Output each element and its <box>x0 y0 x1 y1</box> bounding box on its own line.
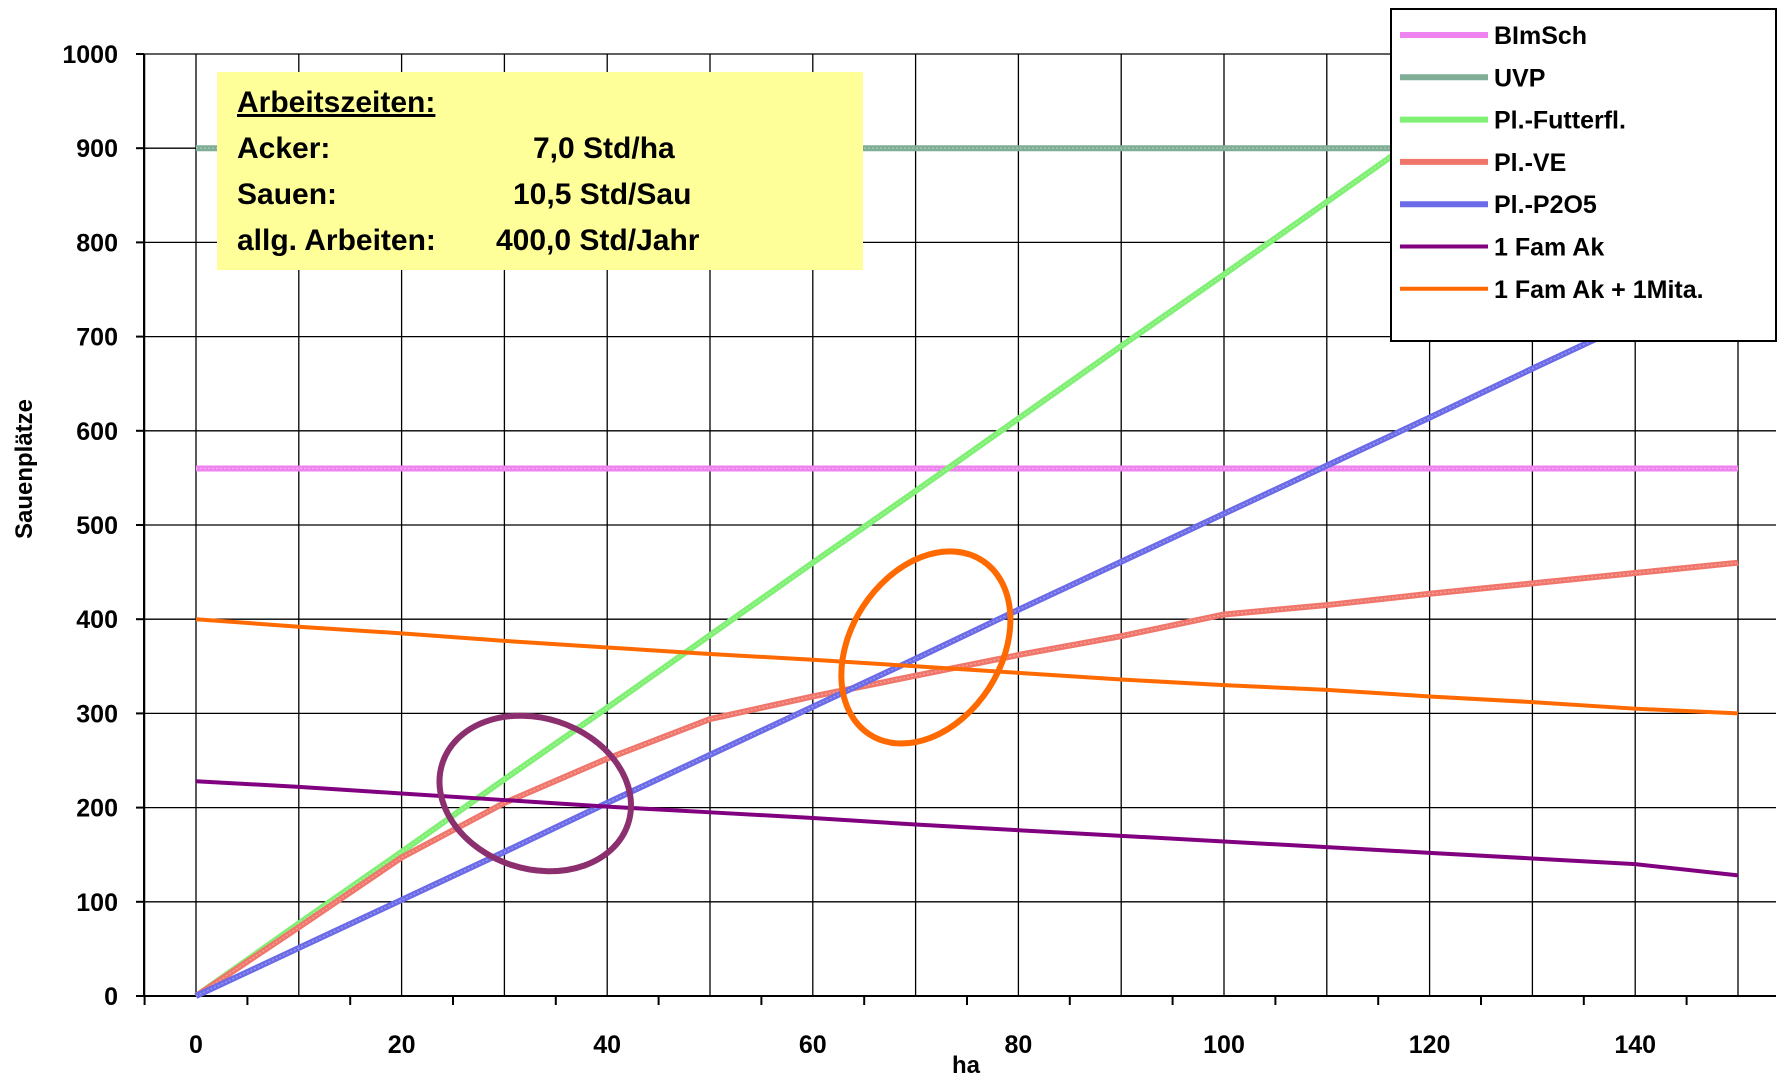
series-pl-p2o5 <box>194 269 1740 999</box>
series-1-fam-ak <box>195 779 1739 878</box>
highlight-ellipse <box>838 548 1014 747</box>
legend-label: 1 Fam Ak + 1Mita. <box>1494 276 1704 304</box>
x-tick-label: 0 <box>189 1031 203 1059</box>
y-tick-labels: 0 100 200 300 400 500 600 700 800 900 1000 <box>62 41 118 1011</box>
info-box: Arbeitszeiten: Acker: 7,0 Std/ha Sauen: … <box>217 72 863 270</box>
info-box-heading: Arbeitszeiten: <box>237 86 435 119</box>
legend-item: Pl.-Futterfl. <box>1400 107 1626 135</box>
series-line <box>194 269 1740 999</box>
grid <box>143 53 1776 997</box>
legend-label: Pl.-VE <box>1494 149 1566 177</box>
x-tick-label: 140 <box>1614 1031 1656 1059</box>
y-tick-label: 600 <box>76 418 118 446</box>
annotation-layer <box>436 548 1014 875</box>
series-line <box>195 779 1739 878</box>
y-tick-label: 800 <box>76 229 118 257</box>
x-tick-label: 40 <box>593 1031 621 1059</box>
y-tick-label: 100 <box>76 889 118 917</box>
series-pl-ve <box>194 559 1739 999</box>
legend-label: 1 Fam Ak <box>1494 234 1604 262</box>
info-row-label: Sauen: <box>237 178 337 211</box>
x-tick-label: 120 <box>1409 1031 1451 1059</box>
axes <box>136 53 1776 1005</box>
x-tick-label: 100 <box>1203 1031 1245 1059</box>
y-tick-label: 500 <box>76 512 118 540</box>
x-tick-labels: 0 20 40 60 80 100 120 140 <box>189 1031 1656 1059</box>
legend-item: UVP <box>1400 64 1545 92</box>
legend-label: BImSch <box>1494 22 1587 50</box>
x-tick-label: 60 <box>799 1031 827 1059</box>
x-tick-label: 20 <box>388 1031 416 1059</box>
legend-item: 1 Fam Ak + 1Mita. <box>1400 276 1704 304</box>
y-tick-label: 300 <box>76 700 118 728</box>
legend-label: UVP <box>1494 64 1545 92</box>
info-row-value: 7,0 Std/ha <box>533 132 675 165</box>
y-tick-label: 1000 <box>62 41 118 69</box>
legend-item: BImSch <box>1400 22 1587 50</box>
y-tick-label: 400 <box>76 606 118 634</box>
y-tick-label: 700 <box>76 324 118 352</box>
y-tick-label: 200 <box>76 795 118 823</box>
info-row-value: 10,5 Std/Sau <box>513 178 691 211</box>
legend-label: Pl.-P2O5 <box>1494 191 1597 219</box>
x-tick-label: 80 <box>1004 1031 1032 1059</box>
legend-box <box>1390 8 1777 342</box>
series-line-texture <box>195 562 1739 997</box>
legend-item: Pl.-P2O5 <box>1400 191 1597 219</box>
legend-label: Pl.-Futterfl. <box>1494 107 1626 135</box>
x-axis-title: ha <box>952 1052 981 1079</box>
y-tick-label: 0 <box>104 983 118 1011</box>
info-row-value: 400,0 Std/Jahr <box>496 224 700 257</box>
info-row-label: Acker: <box>237 132 330 165</box>
y-tick-label: 900 <box>76 135 118 163</box>
info-row-label: allg. Arbeiten: <box>237 224 436 257</box>
highlight-ellipse <box>436 712 634 875</box>
series-line <box>195 617 1739 716</box>
y-axis-title: Sauenplätze <box>11 399 38 539</box>
legend: BImSch UVP Pl.-Futterfl. Pl.-VE Pl.-P2O5 1 Fa… <box>1390 8 1777 342</box>
series-1-fam-ak-1mita <box>195 617 1739 716</box>
legend-item: 1 Fam Ak <box>1400 234 1604 262</box>
series-line <box>194 559 1739 999</box>
info-box-background <box>217 72 863 270</box>
legend-item: Pl.-VE <box>1400 149 1566 177</box>
